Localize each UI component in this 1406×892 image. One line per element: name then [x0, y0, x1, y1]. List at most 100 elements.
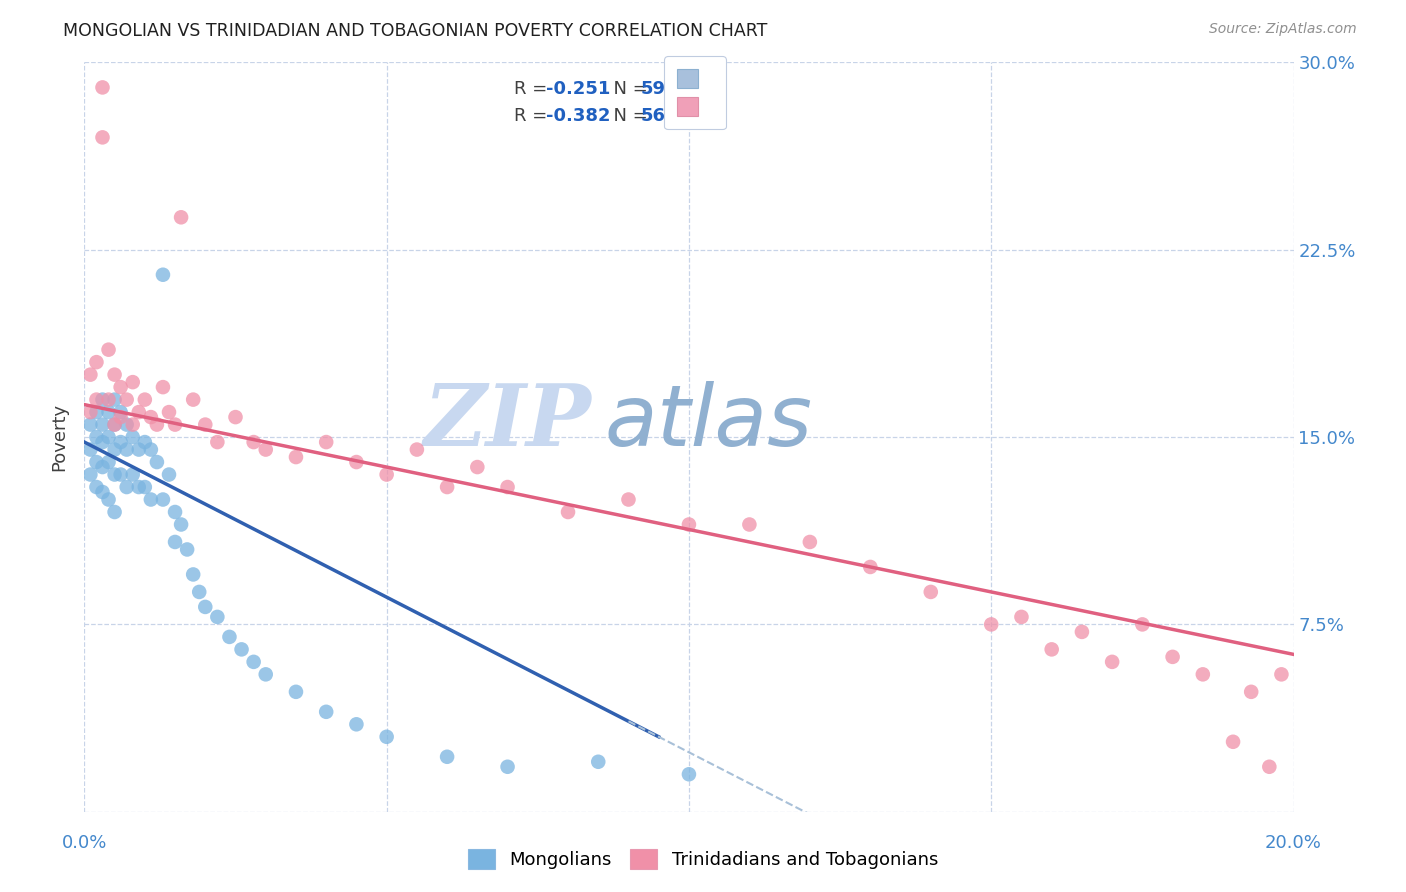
Point — [79, 467, 101, 482]
Point — [115, 392, 138, 407]
Point — [157, 405, 180, 419]
Point — [86, 405, 108, 419]
Point — [97, 405, 120, 419]
Point — [859, 560, 882, 574]
Point — [86, 355, 108, 369]
Point — [104, 505, 127, 519]
Text: 56: 56 — [641, 107, 665, 126]
Point — [128, 442, 150, 457]
Point — [285, 450, 308, 464]
Point — [496, 760, 519, 774]
Point — [242, 655, 264, 669]
Point — [139, 442, 162, 457]
Point — [1270, 667, 1292, 681]
Point — [346, 717, 368, 731]
Text: N =: N = — [602, 79, 654, 97]
Point — [110, 405, 132, 419]
Point — [375, 467, 398, 482]
Point — [157, 467, 180, 482]
Text: -0.251: -0.251 — [547, 79, 610, 97]
Point — [134, 435, 156, 450]
Point — [617, 492, 640, 507]
Point — [496, 480, 519, 494]
Point — [152, 380, 174, 394]
Point — [110, 435, 132, 450]
Point — [799, 535, 821, 549]
Text: atlas: atlas — [605, 381, 813, 464]
Point — [176, 542, 198, 557]
Point — [1071, 624, 1094, 639]
Text: 59: 59 — [641, 79, 665, 97]
Point — [104, 417, 127, 432]
Text: MONGOLIAN VS TRINIDADIAN AND TOBAGONIAN POVERTY CORRELATION CHART: MONGOLIAN VS TRINIDADIAN AND TOBAGONIAN … — [63, 22, 768, 40]
Text: 0.0%: 0.0% — [62, 834, 107, 852]
Text: R =: R = — [513, 79, 553, 97]
Point — [406, 442, 429, 457]
Text: Source: ZipAtlas.com: Source: ZipAtlas.com — [1209, 22, 1357, 37]
Point — [467, 460, 489, 475]
Point — [678, 767, 700, 781]
Point — [86, 480, 108, 494]
Point — [1011, 610, 1033, 624]
Point — [104, 467, 127, 482]
Point — [152, 492, 174, 507]
Point — [91, 130, 114, 145]
Text: 20.0%: 20.0% — [1265, 834, 1322, 852]
Point — [110, 410, 132, 425]
Point — [97, 455, 120, 469]
Point — [1240, 685, 1263, 699]
Point — [86, 455, 108, 469]
Point — [315, 705, 337, 719]
Point — [97, 430, 120, 444]
Point — [91, 485, 114, 500]
Point — [165, 505, 187, 519]
Point — [97, 492, 120, 507]
Point — [254, 667, 277, 681]
Point — [1222, 735, 1244, 749]
Point — [110, 380, 132, 394]
Point — [121, 430, 143, 444]
Point — [346, 455, 368, 469]
Point — [91, 435, 114, 450]
Point — [1040, 642, 1063, 657]
Point — [104, 417, 127, 432]
Point — [128, 405, 150, 419]
Point — [79, 405, 101, 419]
Point — [181, 567, 204, 582]
Point — [128, 480, 150, 494]
Point — [139, 492, 162, 507]
Legend:  ,  : , — [664, 56, 725, 129]
Point — [134, 480, 156, 494]
Point — [97, 343, 120, 357]
Point — [980, 617, 1002, 632]
Point — [194, 417, 217, 432]
Point — [285, 685, 308, 699]
Point — [115, 442, 138, 457]
Legend: Mongolians, Trinidadians and Tobagonians: Mongolians, Trinidadians and Tobagonians — [458, 839, 948, 879]
Point — [115, 480, 138, 494]
Point — [1161, 649, 1184, 664]
Point — [146, 417, 169, 432]
Point — [738, 517, 761, 532]
Point — [104, 368, 127, 382]
Point — [86, 430, 108, 444]
Point — [104, 442, 127, 457]
Point — [436, 749, 458, 764]
Point — [188, 585, 211, 599]
Point — [121, 467, 143, 482]
Point — [194, 599, 217, 614]
Point — [97, 392, 120, 407]
Point — [254, 442, 277, 457]
Point — [225, 410, 247, 425]
Point — [181, 392, 204, 407]
Point — [242, 435, 264, 450]
Point — [1130, 617, 1153, 632]
Text: ZIP: ZIP — [425, 380, 592, 464]
Text: N =: N = — [602, 107, 654, 126]
Text: -0.382: -0.382 — [547, 107, 610, 126]
Point — [557, 505, 579, 519]
Point — [436, 480, 458, 494]
Point — [139, 410, 162, 425]
Point — [79, 417, 101, 432]
Point — [146, 455, 169, 469]
